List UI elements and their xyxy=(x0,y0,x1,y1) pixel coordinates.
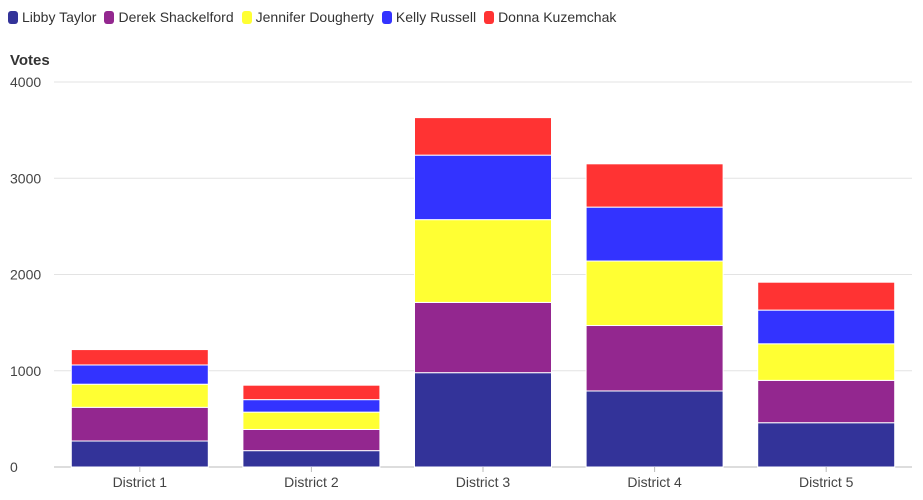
bar-segment xyxy=(585,206,724,262)
y-tick-label: 0 xyxy=(10,459,18,475)
bar-segment xyxy=(585,163,724,208)
bar-segment xyxy=(242,450,381,468)
y-tick-label: 4000 xyxy=(10,74,41,90)
y-tick-label: 3000 xyxy=(10,170,41,186)
bar-segment xyxy=(242,428,381,452)
legend-label: Donna Kuzemchak xyxy=(498,9,617,25)
legend-item: Jennifer Dougherty xyxy=(241,9,374,25)
legend-label: Libby Taylor xyxy=(22,9,97,25)
bar-segment xyxy=(414,301,552,374)
bar-segment xyxy=(70,349,209,366)
bar-segment xyxy=(757,422,896,468)
x-tick-label: District 3 xyxy=(456,474,511,490)
legend-item: Libby Taylor xyxy=(8,9,96,25)
bar-segment xyxy=(70,406,209,442)
bar-segment xyxy=(757,343,896,381)
x-tick-label: District 2 xyxy=(284,474,339,490)
bar-segment xyxy=(757,309,896,345)
bar-segment xyxy=(757,379,896,424)
legend-swatch xyxy=(381,10,392,24)
bar-segment xyxy=(242,411,381,430)
legend-item: Kelly Russell xyxy=(381,9,477,25)
legend-item: Donna Kuzemchak xyxy=(484,9,616,25)
legend-swatch xyxy=(484,10,495,24)
legend: Libby Taylor Derek Shackelford Jennifer Do… xyxy=(8,9,624,25)
legend-swatch xyxy=(8,10,18,24)
bar-segment xyxy=(242,399,381,413)
x-tick-label: District 5 xyxy=(799,474,854,490)
bar-segment xyxy=(414,154,552,221)
legend-swatch xyxy=(104,10,115,24)
y-tick-label: 2000 xyxy=(10,267,41,283)
bar-segment xyxy=(585,260,724,327)
bar-segment xyxy=(70,383,209,408)
bar-segment xyxy=(585,325,724,392)
bar-segment xyxy=(414,372,552,468)
x-tick-label: District 1 xyxy=(113,474,168,490)
legend-label: Derek Shackelford xyxy=(118,9,234,25)
legend-label: Kelly Russell xyxy=(395,9,477,25)
legend-item: Derek Shackelford xyxy=(104,9,234,25)
x-tick-label: District 4 xyxy=(627,474,682,490)
legend-label: Jennifer Dougherty xyxy=(255,9,374,25)
bar-segment xyxy=(70,364,209,385)
bar-segment xyxy=(585,390,724,468)
legend-swatch xyxy=(241,10,252,24)
y-axis-label: Votes xyxy=(10,52,50,69)
bar-segment xyxy=(414,219,552,303)
y-tick-label: 1000 xyxy=(10,363,41,379)
bar-segment xyxy=(70,440,209,468)
bar-segment xyxy=(242,384,381,401)
bar-segment xyxy=(414,117,552,156)
bar-segment xyxy=(757,281,896,311)
